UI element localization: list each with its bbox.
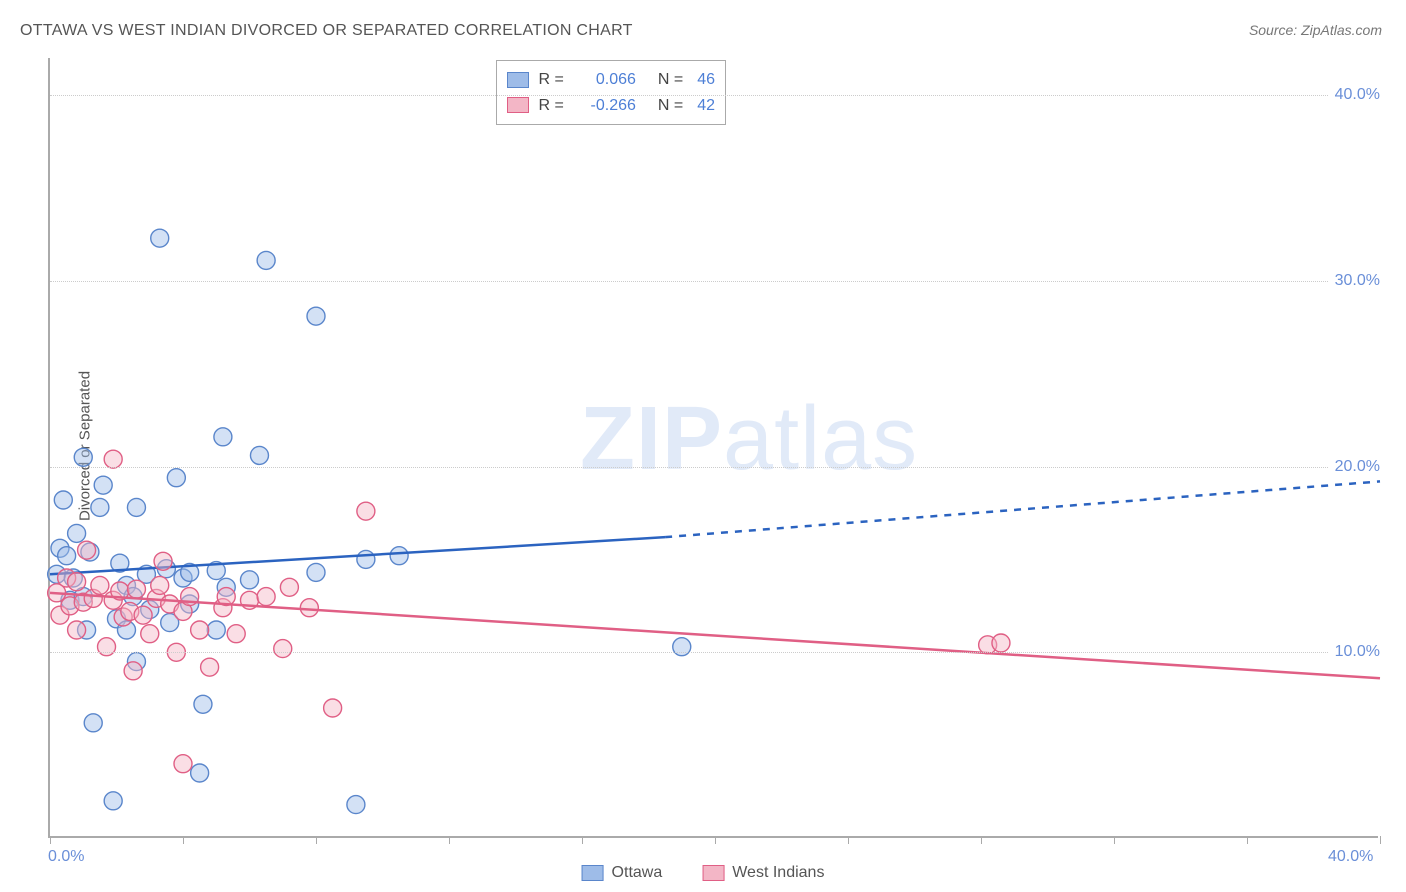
x-tick — [848, 836, 849, 844]
legend-top: R = 0.066 N = 46 R = -0.266 N = 42 — [496, 60, 726, 125]
legend-bottom-item: West Indians — [702, 864, 824, 882]
data-point — [194, 695, 212, 713]
data-point — [91, 576, 109, 594]
x-tick — [183, 836, 184, 844]
data-point — [207, 621, 225, 639]
data-point — [151, 576, 169, 594]
data-point — [58, 547, 76, 565]
data-point — [174, 755, 192, 773]
data-point — [167, 469, 185, 487]
data-point — [78, 541, 96, 559]
data-point — [54, 491, 72, 509]
data-point — [280, 578, 298, 596]
data-point — [68, 524, 86, 542]
legend-swatch — [507, 72, 529, 88]
trend-line-dashed — [665, 481, 1380, 537]
legend-n-value: 46 — [697, 67, 715, 93]
data-point — [68, 621, 86, 639]
x-tick-label: 0.0% — [48, 848, 84, 866]
legend-bottom-item: Ottawa — [582, 864, 663, 882]
data-point — [141, 625, 159, 643]
y-tick-label: 20.0% — [1329, 458, 1380, 476]
data-point — [227, 625, 245, 643]
trend-line — [50, 593, 1380, 678]
gridline — [50, 467, 1378, 468]
trend-line — [50, 537, 665, 574]
data-point — [250, 446, 268, 464]
data-point — [307, 563, 325, 581]
source-label: Source: ZipAtlas.com — [1249, 22, 1382, 38]
x-tick — [981, 836, 982, 844]
data-point — [992, 634, 1010, 652]
gridline — [50, 652, 1378, 653]
legend-series-label: West Indians — [732, 864, 824, 882]
data-point — [357, 550, 375, 568]
legend-n-label: N = — [658, 67, 683, 93]
legend-r-label: R = — [539, 93, 564, 119]
data-point — [347, 796, 365, 814]
x-tick — [50, 836, 51, 844]
legend-n-label: N = — [658, 93, 683, 119]
data-point — [214, 428, 232, 446]
x-tick — [715, 836, 716, 844]
legend-row: R = -0.266 N = 42 — [507, 93, 715, 119]
data-point — [357, 502, 375, 520]
data-point — [154, 552, 172, 570]
data-point — [151, 229, 169, 247]
legend-n-value: 42 — [697, 93, 715, 119]
chart-title: OTTAWA VS WEST INDIAN DIVORCED OR SEPARA… — [20, 22, 633, 40]
legend-swatch — [582, 865, 604, 881]
data-point — [104, 450, 122, 468]
data-point — [191, 764, 209, 782]
data-point — [257, 251, 275, 269]
data-point — [134, 606, 152, 624]
x-tick — [1114, 836, 1115, 844]
y-tick-label: 40.0% — [1329, 86, 1380, 104]
data-point — [127, 580, 145, 598]
legend-r-value: 0.066 — [578, 67, 636, 93]
data-point — [241, 571, 259, 589]
data-point — [91, 498, 109, 516]
legend-row: R = 0.066 N = 46 — [507, 67, 715, 93]
gridline — [50, 95, 1378, 96]
y-tick-label: 30.0% — [1329, 272, 1380, 290]
data-point — [191, 621, 209, 639]
plot-svg — [50, 58, 1378, 836]
data-point — [307, 307, 325, 325]
data-point — [104, 792, 122, 810]
data-point — [300, 599, 318, 617]
legend-r-label: R = — [539, 67, 564, 93]
x-tick — [449, 836, 450, 844]
data-point — [257, 588, 275, 606]
data-point — [390, 547, 408, 565]
gridline — [50, 281, 1378, 282]
data-point — [68, 573, 86, 591]
legend-r-value: -0.266 — [578, 93, 636, 119]
data-point — [274, 640, 292, 658]
plot-area: ZIPatlas R =0.066N =46R =-0.266N =42 10.… — [48, 58, 1378, 838]
x-tick — [316, 836, 317, 844]
legend-series-label: Ottawa — [612, 864, 663, 882]
data-point — [324, 699, 342, 717]
data-point — [94, 476, 112, 494]
x-tick — [1247, 836, 1248, 844]
x-tick — [582, 836, 583, 844]
data-point — [201, 658, 219, 676]
y-tick-label: 10.0% — [1329, 643, 1380, 661]
data-point — [127, 498, 145, 516]
data-point — [124, 662, 142, 680]
legend-swatch — [507, 97, 529, 113]
legend-bottom: Ottawa West Indians — [582, 864, 825, 882]
data-point — [84, 714, 102, 732]
legend-swatch — [702, 865, 724, 881]
x-tick-label: 40.0% — [1328, 848, 1373, 866]
data-point — [74, 448, 92, 466]
x-tick — [1380, 836, 1381, 844]
